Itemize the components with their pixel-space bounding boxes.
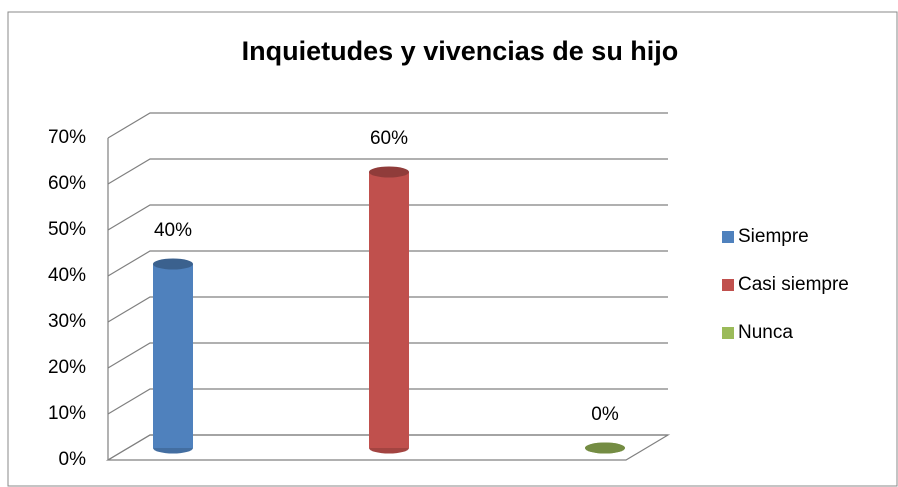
grid-line (107, 388, 668, 415)
y-tick-label: 10% (48, 403, 86, 424)
grid-line (107, 112, 668, 139)
data-label: 60% (370, 128, 408, 149)
legend-swatch (722, 231, 734, 243)
data-label: 40% (154, 220, 192, 241)
bar-top (369, 166, 409, 178)
y-tick-label: 60% (48, 173, 86, 194)
legend-label: Nunca (738, 322, 793, 343)
bar-top (585, 442, 625, 454)
bar (153, 264, 193, 448)
bar (369, 172, 409, 448)
data-label: 0% (591, 404, 619, 425)
y-tick-label: 0% (59, 449, 87, 470)
chart-frame (7, 11, 898, 487)
bar-top (153, 258, 193, 270)
y-tick-label: 70% (48, 127, 86, 148)
grid-line (107, 434, 668, 461)
y-tick-label: 40% (48, 265, 86, 286)
y-tick-label: 20% (48, 357, 86, 378)
y-tick-label: 30% (48, 311, 86, 332)
grid-line (107, 342, 668, 369)
grid-line (107, 204, 668, 231)
grid-line (107, 250, 668, 277)
legend-swatch (722, 327, 734, 339)
chart-title: Inquietudes y vivencias de su hijo (242, 36, 679, 66)
legend-label: Siempre (738, 226, 809, 247)
legend-swatch (722, 279, 734, 291)
y-tick-label: 50% (48, 219, 86, 240)
grid-line (107, 158, 668, 185)
grid-line (107, 296, 668, 323)
legend-label: Casi siempre (738, 274, 849, 295)
